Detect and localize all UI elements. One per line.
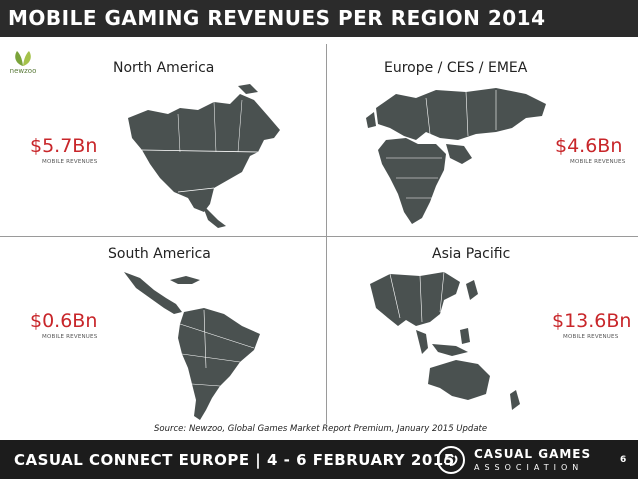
north-america-map bbox=[128, 84, 280, 228]
region-title-europe: Europe / CES / EMEA bbox=[384, 60, 528, 76]
footer-bar: CASUAL CONNECT EUROPE | 4 - 6 FEBRUARY 2… bbox=[0, 440, 638, 479]
event-title: CASUAL CONNECT EUROPE | 4 - 6 FEBRUARY 2… bbox=[14, 451, 455, 469]
org-name: CASUAL GAMES bbox=[474, 447, 592, 461]
newzoo-logo-text: newzoo bbox=[9, 67, 37, 75]
south-america-map bbox=[124, 272, 260, 420]
amount-europe: $4.6Bn bbox=[555, 135, 623, 157]
quadrant-divider-vertical bbox=[326, 44, 327, 424]
source-note: Source: Newzoo, Global Games Market Repo… bbox=[154, 424, 488, 434]
page-title: MOBILE GAMING REVENUES PER REGION 2014 bbox=[8, 6, 546, 30]
europe-emea-map bbox=[366, 88, 546, 224]
newzoo-logo: newzoo bbox=[6, 48, 40, 78]
region-title-north-america: North America bbox=[113, 60, 215, 76]
label-asia-pacific: MOBILE REVENUES bbox=[563, 334, 619, 340]
page-number: 6 bbox=[620, 455, 627, 465]
newzoo-leaf-icon bbox=[15, 51, 31, 66]
amount-asia-pacific: $13.6Bn bbox=[552, 310, 632, 332]
org-subtitle: ASSOCIATION bbox=[474, 463, 584, 472]
casual-games-logo-icon bbox=[437, 446, 465, 474]
title-bar: MOBILE GAMING REVENUES PER REGION 2014 bbox=[0, 0, 638, 37]
label-south-america: MOBILE REVENUES bbox=[42, 334, 98, 340]
region-title-asia-pacific: Asia Pacific bbox=[432, 246, 511, 262]
amount-south-america: $0.6Bn bbox=[30, 310, 98, 332]
asia-pacific-map bbox=[370, 271, 520, 410]
label-europe: MOBILE REVENUES bbox=[570, 159, 626, 165]
quadrant-divider-horizontal bbox=[0, 236, 638, 237]
region-title-south-america: South America bbox=[108, 246, 211, 262]
amount-north-america: $5.7Bn bbox=[30, 135, 98, 157]
label-north-america: MOBILE REVENUES bbox=[42, 159, 98, 165]
